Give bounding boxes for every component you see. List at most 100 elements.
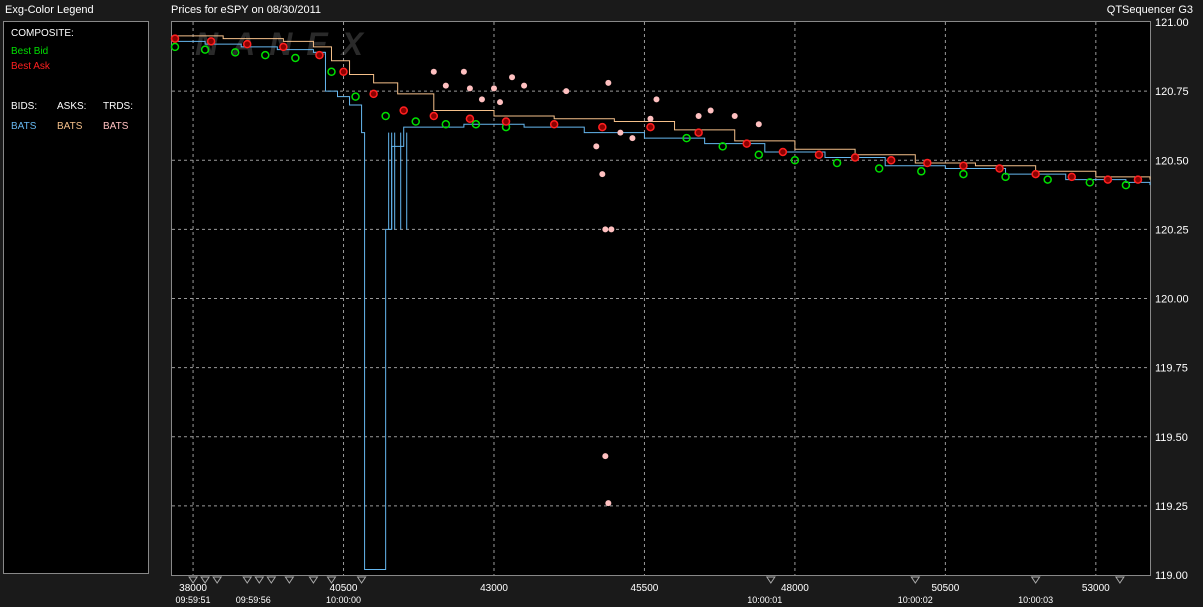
time-marker [284, 576, 295, 584]
best-ask-point [1103, 175, 1113, 184]
best-ask-label: Best Ask [11, 61, 50, 72]
x-tick-label: 40500 [330, 583, 358, 594]
best-ask-point [1067, 172, 1077, 182]
best-ask-point [399, 106, 408, 115]
best-ask-point [598, 122, 607, 132]
time-marker [1030, 576, 1041, 584]
best-ask-point [315, 50, 324, 60]
trade-point [521, 82, 528, 89]
composite-label: COMPOSITE: [11, 28, 74, 39]
best-ask-point [995, 164, 1004, 173]
best-ask-point [170, 34, 180, 43]
time-marker [765, 576, 776, 584]
time-marker [242, 576, 253, 584]
best-bid-point [200, 45, 210, 54]
trade-point [605, 500, 612, 507]
trade-point [563, 88, 570, 95]
best-bid-point [874, 164, 884, 173]
best-bid-point [351, 92, 360, 101]
y-tick-label: 120.00 [1155, 294, 1189, 306]
time-label: 10:00:03 [1018, 595, 1053, 605]
trade-point [478, 96, 485, 103]
trade-point [647, 115, 654, 122]
trade-point [442, 82, 449, 89]
time-marker [200, 576, 211, 584]
best-bid-point [754, 150, 764, 159]
asks-label: ASKS: [57, 101, 87, 112]
y-tick-label: 119.00 [1155, 570, 1188, 582]
best-bid-point [1043, 175, 1052, 184]
best-ask-point [1133, 175, 1143, 184]
time-label: 09:59:56 [236, 595, 271, 605]
best-bid-label: Best Bid [11, 46, 49, 57]
trds-label: TRDS: [103, 101, 133, 112]
time-marker [356, 576, 367, 584]
best-bid-point [441, 120, 451, 129]
bats-bid-line [172, 40, 1151, 570]
best-ask-point [742, 139, 752, 148]
best-bid-point [170, 42, 180, 52]
time-marker [212, 576, 223, 584]
best-ask-point [694, 128, 703, 137]
trade-point [497, 99, 504, 106]
x-tick-label: 38000 [179, 583, 207, 594]
best-ask-point [850, 153, 860, 162]
trade-point [593, 143, 600, 150]
title-bar: Exg-Color Legend Prices for eSPY on 08/3… [0, 0, 1203, 20]
app-name: QTSequencer G3 [1106, 4, 1193, 16]
x-tick-label: 53000 [1082, 583, 1110, 594]
time-label: 10:00:02 [898, 595, 933, 605]
trade-point [653, 96, 660, 103]
y-tick-label: 120.50 [1155, 155, 1189, 167]
best-ask-point [501, 117, 511, 126]
time-marker [266, 576, 277, 584]
best-ask-point [206, 37, 216, 46]
best-ask-point [549, 120, 559, 129]
best-bid-point [718, 142, 727, 151]
best-ask-point [279, 42, 288, 52]
trade-point [602, 453, 609, 460]
best-ask-point [886, 156, 896, 165]
time-label: 09:59:51 [176, 595, 211, 605]
time-marker [308, 576, 319, 584]
best-ask-point [242, 39, 252, 49]
best-bid-point [1001, 172, 1010, 182]
best-bid-point [1121, 180, 1131, 190]
time-label: 10:00:00 [326, 595, 361, 605]
trade-point [707, 107, 714, 114]
bats-ask-line [172, 35, 1151, 180]
best-ask-point [923, 158, 932, 168]
time-marker [1114, 576, 1125, 584]
trade-point [460, 68, 467, 75]
y-tick-label: 121.00 [1155, 17, 1189, 29]
best-bid-point [832, 158, 842, 168]
asks-exchange: BATS [57, 121, 83, 132]
y-tick-label: 119.75 [1155, 363, 1188, 375]
y-tick-label: 119.25 [1155, 501, 1188, 513]
chart-title: Prices for eSPY on 08/30/2011 [171, 4, 322, 16]
bids-exchange: BATS [11, 121, 37, 132]
x-tick-label: 50500 [931, 583, 959, 594]
best-bid-point [790, 156, 800, 165]
trade-point [617, 129, 624, 136]
trade-point [490, 85, 497, 92]
best-ask-point [1031, 169, 1040, 179]
x-tick-label: 45500 [631, 583, 659, 594]
best-ask-point [465, 114, 475, 124]
trade-point [466, 85, 473, 92]
color-legend-panel: COMPOSITE: Best Bid Best Ask BIDS: ASKS:… [3, 21, 149, 574]
x-tick-label: 43000 [480, 583, 508, 594]
trade-point [695, 113, 702, 120]
best-ask-point [369, 89, 378, 99]
best-bid-point [917, 167, 926, 176]
best-ask-point [814, 150, 824, 159]
best-bid-point [1085, 178, 1095, 187]
time-marker [910, 576, 921, 584]
trade-point [430, 68, 437, 75]
best-bid-point [230, 48, 240, 57]
x-tick-label: 48000 [781, 583, 809, 594]
best-bid-point [261, 50, 270, 60]
best-bid-point [471, 120, 481, 129]
trade-point [599, 171, 606, 178]
